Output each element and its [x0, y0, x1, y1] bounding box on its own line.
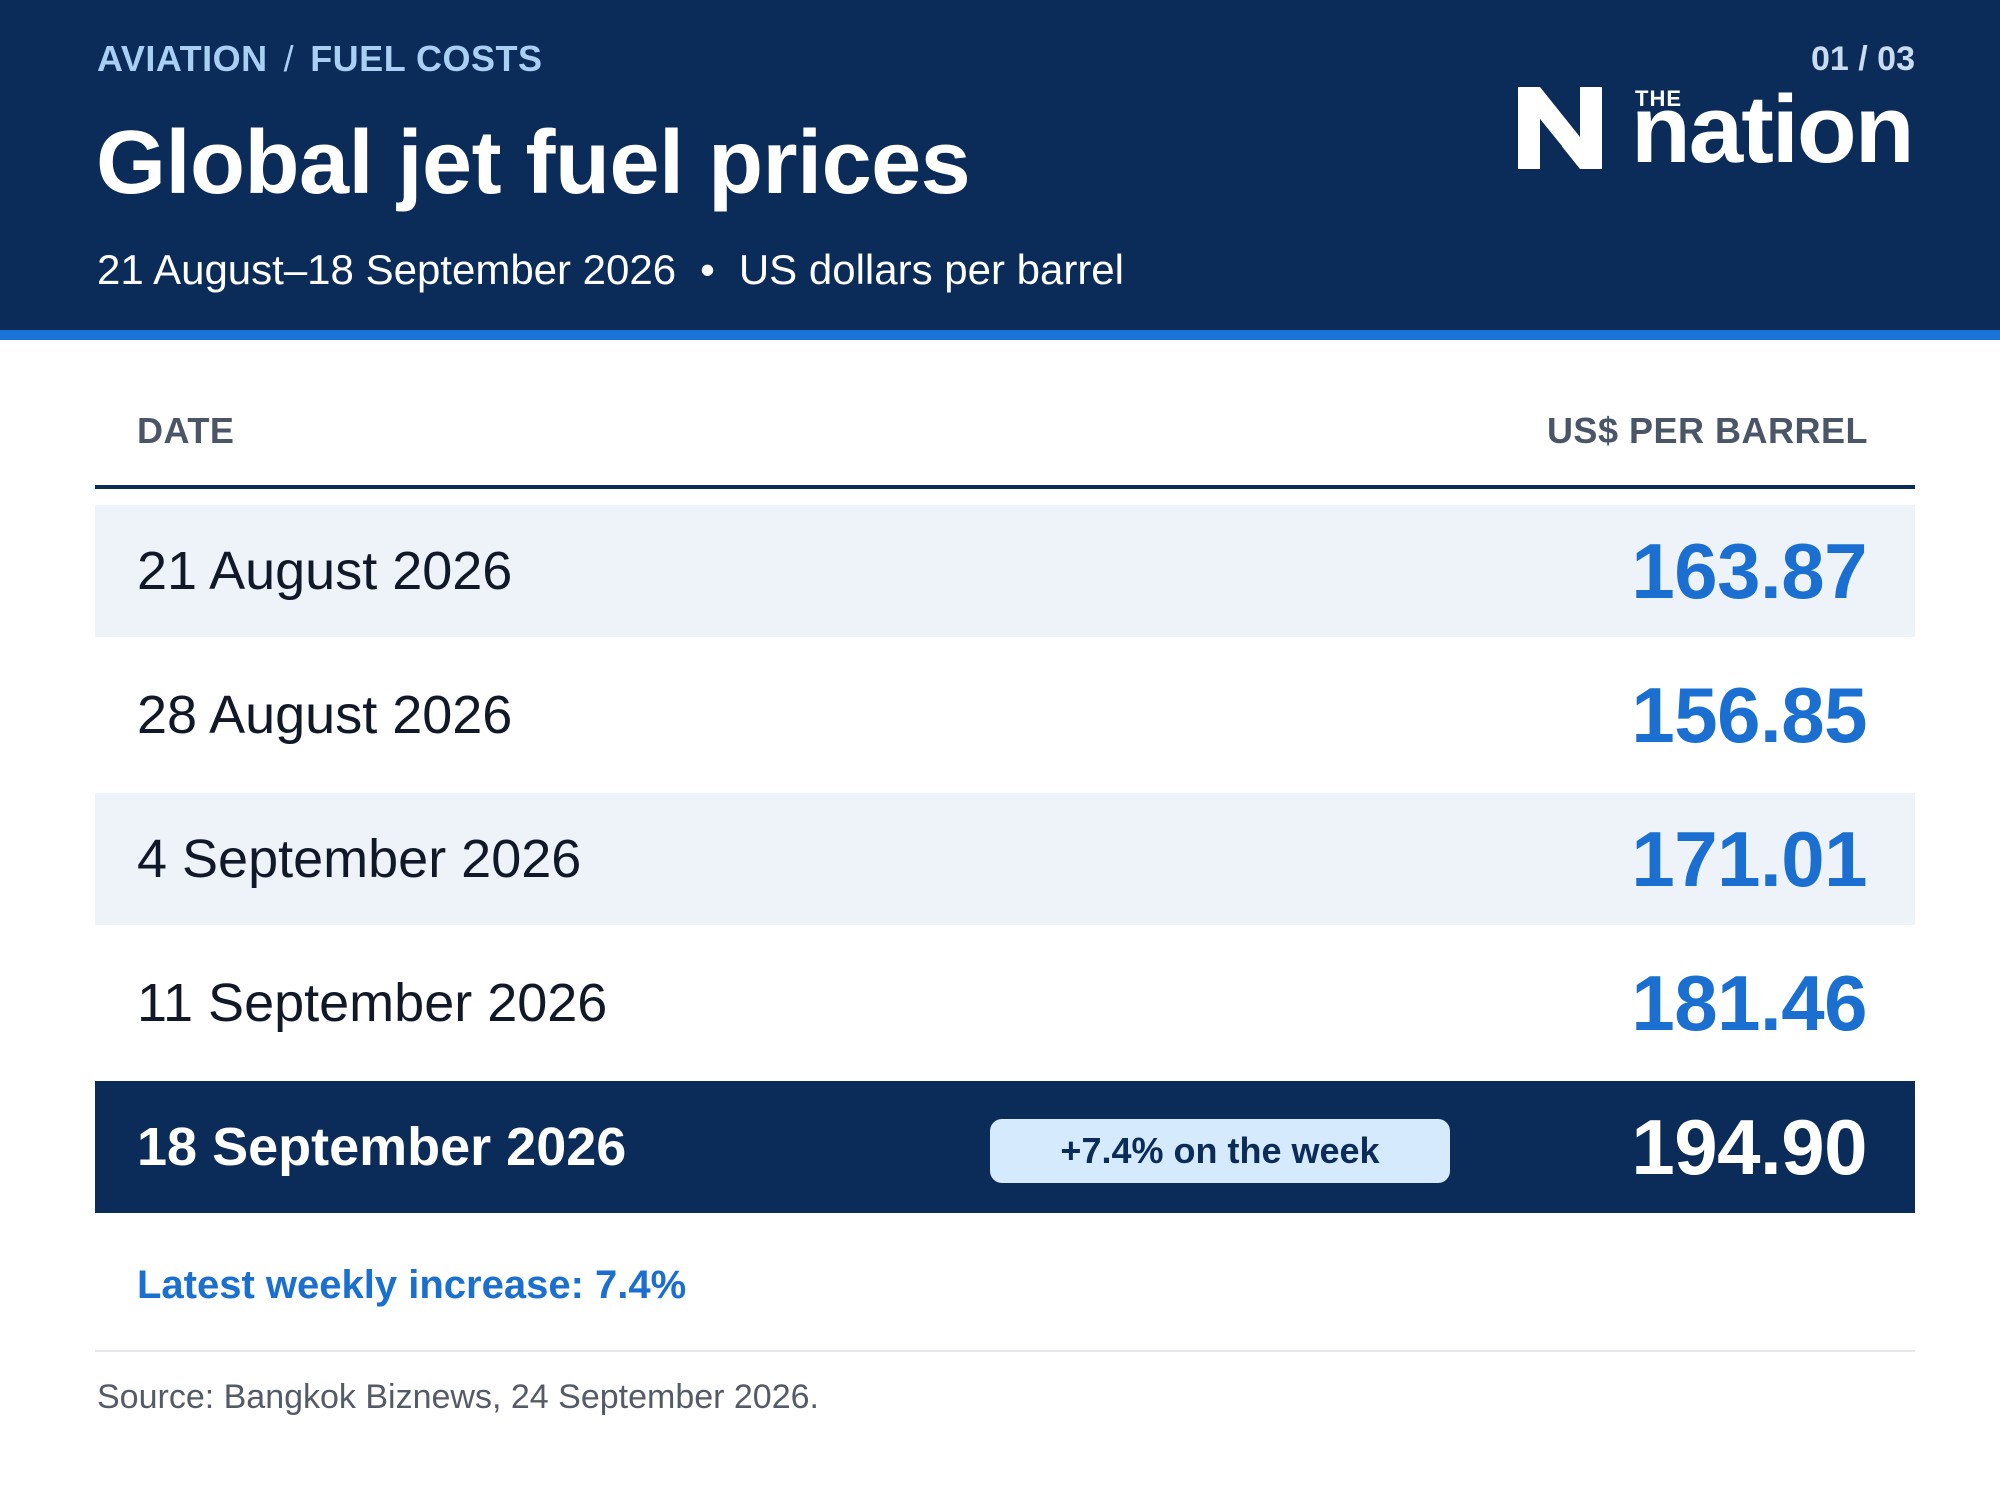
row-price: 163.87 — [1631, 527, 1867, 615]
table-row: 21 August 2026 163.87 — [95, 505, 1915, 637]
row-date: 28 August 2026 — [137, 685, 513, 745]
row-date: 11 September 2026 — [137, 973, 608, 1033]
breadcrumb: AVIATION / FUEL COSTS — [97, 38, 543, 80]
weekly-change-badge: +7.4% on the week — [990, 1119, 1450, 1183]
row-date: 21 August 2026 — [137, 541, 513, 601]
table-row: 4 September 2026 171.01 — [95, 793, 1915, 925]
column-header-date: DATE — [137, 410, 235, 451]
logo-wordmark: nation — [1631, 76, 1915, 183]
row-price: 171.01 — [1631, 815, 1867, 903]
row-price: 194.90 — [1631, 1103, 1867, 1191]
header-banner: AVIATION / FUEL COSTS Global jet fuel pric… — [0, 0, 2000, 330]
header-accent-stripe — [0, 330, 2000, 340]
subtitle-period: 21 August–18 September 2026 — [97, 246, 677, 293]
logo-the-text: THE — [1635, 86, 1682, 111]
breadcrumb-separator: / — [283, 38, 295, 79]
source-note: Source: Bangkok Biznews, 24 September 20… — [97, 1378, 819, 1416]
subtitle-unit: US dollars per barrel — [738, 246, 1125, 293]
table-row: 28 August 2026 156.85 — [95, 649, 1915, 781]
page-subtitle: 21 August–18 September 2026 • US dollars p… — [97, 246, 1124, 294]
footer-divider — [95, 1350, 1915, 1352]
page-title: Global jet fuel prices — [96, 113, 971, 213]
subtitle-separator: • — [700, 246, 715, 293]
table-row: 11 September 2026 181.46 — [95, 937, 1915, 1069]
breadcrumb-item-fuel-costs[interactable]: FUEL COSTS — [310, 38, 543, 79]
the-nation-logo: THE nation — [1518, 82, 1918, 178]
price-table: 21 August 2026 163.87 28 August 2026 156… — [95, 505, 1915, 1225]
row-date: 18 September 2026 — [137, 1117, 627, 1177]
column-header-price: US$ PER BARREL — [1546, 410, 1868, 451]
page-indicator: 01 / 03 — [1811, 40, 1915, 78]
latest-increase-note: Latest weekly increase: 7.4% — [137, 1263, 687, 1307]
header-divider — [95, 485, 1915, 489]
row-date: 4 September 2026 — [137, 829, 582, 889]
row-price: 181.46 — [1631, 959, 1867, 1047]
row-price: 156.85 — [1631, 671, 1867, 759]
breadcrumb-item-aviation[interactable]: AVIATION — [97, 38, 268, 79]
the-nation-n-logo-icon — [1518, 87, 1602, 169]
table-row-latest: 18 September 2026 +7.4% on the week 194.… — [95, 1081, 1915, 1213]
